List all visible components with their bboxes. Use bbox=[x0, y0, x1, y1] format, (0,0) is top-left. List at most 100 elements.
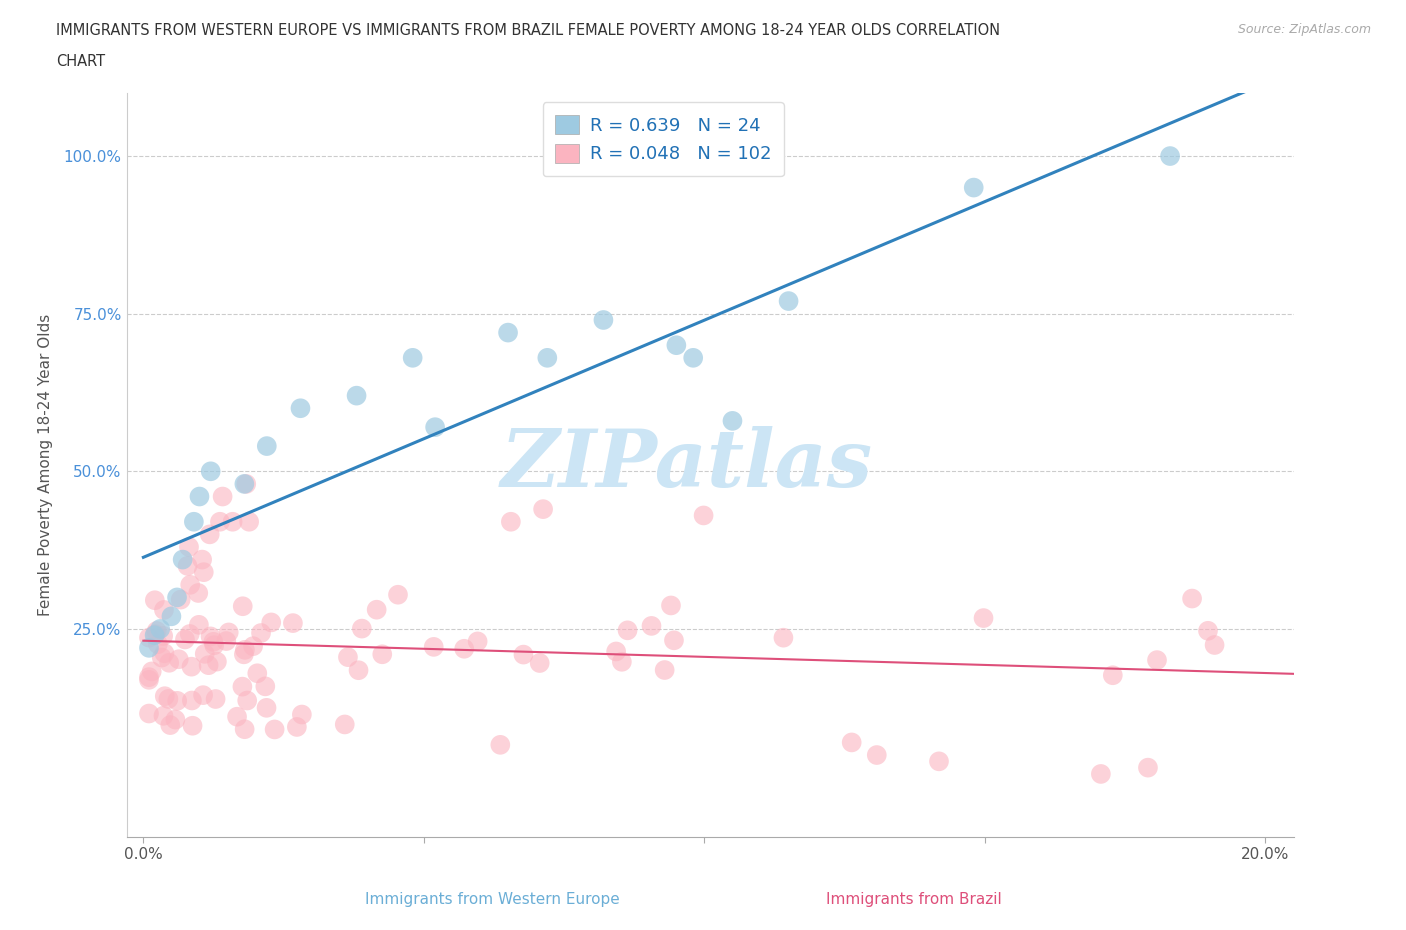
Point bbox=[371, 647, 394, 662]
Point bbox=[138, 631, 160, 645]
Point bbox=[191, 552, 214, 567]
Point bbox=[659, 598, 682, 613]
Point bbox=[181, 718, 204, 733]
Point bbox=[166, 590, 188, 604]
Point bbox=[1146, 653, 1168, 668]
Point bbox=[489, 737, 512, 752]
Point bbox=[453, 642, 475, 657]
Point bbox=[866, 748, 889, 763]
Point bbox=[236, 693, 259, 708]
Point bbox=[682, 351, 704, 365]
Point bbox=[422, 640, 444, 655]
Point bbox=[662, 633, 685, 648]
Point bbox=[1136, 760, 1159, 775]
Point bbox=[167, 652, 190, 667]
Point bbox=[204, 692, 226, 707]
Point bbox=[160, 609, 183, 624]
Point bbox=[592, 312, 614, 327]
Point bbox=[423, 419, 446, 434]
Point bbox=[1159, 149, 1181, 164]
Text: IMMIGRANTS FROM WESTERN EUROPE VS IMMIGRANTS FROM BRAZIL FEMALE POVERTY AMONG 18: IMMIGRANTS FROM WESTERN EUROPE VS IMMIGR… bbox=[56, 23, 1000, 38]
Text: Immigrants from Western Europe: Immigrants from Western Europe bbox=[364, 892, 620, 907]
Point bbox=[157, 656, 180, 671]
Point bbox=[387, 587, 409, 602]
Point bbox=[153, 689, 176, 704]
Point bbox=[250, 626, 273, 641]
Point bbox=[180, 693, 202, 708]
Legend: R = 0.639   N = 24, R = 0.048   N = 102: R = 0.639 N = 24, R = 0.048 N = 102 bbox=[543, 102, 785, 176]
Point bbox=[166, 694, 188, 709]
Point bbox=[402, 351, 425, 365]
Point bbox=[143, 628, 166, 643]
Point bbox=[138, 706, 160, 721]
Point bbox=[512, 647, 534, 662]
Point bbox=[496, 326, 519, 340]
Point bbox=[529, 656, 551, 671]
Point bbox=[179, 627, 201, 642]
Point bbox=[138, 672, 160, 687]
Point bbox=[226, 710, 249, 724]
Point bbox=[346, 388, 368, 403]
Point bbox=[205, 654, 228, 669]
Point bbox=[238, 514, 260, 529]
Point bbox=[531, 501, 554, 516]
Point bbox=[233, 643, 256, 658]
Point bbox=[187, 586, 209, 601]
Point bbox=[1101, 668, 1123, 683]
Point bbox=[692, 508, 714, 523]
Point bbox=[233, 476, 256, 491]
Point bbox=[177, 539, 200, 554]
Point bbox=[1204, 638, 1226, 653]
Point bbox=[202, 638, 225, 653]
Point bbox=[152, 629, 174, 644]
Point bbox=[499, 514, 522, 529]
Point bbox=[366, 603, 388, 618]
Point bbox=[285, 720, 308, 735]
Point bbox=[221, 514, 243, 529]
Point bbox=[176, 558, 198, 573]
Point bbox=[208, 514, 231, 529]
Point bbox=[256, 700, 278, 715]
Point bbox=[179, 578, 201, 592]
Point bbox=[149, 621, 172, 636]
Point bbox=[536, 351, 558, 365]
Point bbox=[172, 552, 194, 567]
Point bbox=[841, 735, 863, 750]
Point bbox=[605, 644, 627, 658]
Point bbox=[260, 615, 283, 630]
Point bbox=[170, 592, 193, 607]
Point bbox=[336, 650, 359, 665]
Text: Immigrants from Brazil: Immigrants from Brazil bbox=[827, 892, 1001, 907]
Point bbox=[143, 592, 166, 607]
Point bbox=[246, 666, 269, 681]
Point bbox=[616, 623, 638, 638]
Point bbox=[290, 401, 312, 416]
Point bbox=[150, 650, 173, 665]
Point bbox=[233, 722, 256, 737]
Point bbox=[242, 639, 264, 654]
Point bbox=[153, 645, 176, 660]
Point bbox=[200, 464, 222, 479]
Point bbox=[654, 662, 676, 677]
Y-axis label: Female Poverty Among 18-24 Year Olds: Female Poverty Among 18-24 Year Olds bbox=[38, 314, 52, 617]
Point bbox=[143, 627, 166, 642]
Point bbox=[281, 616, 304, 631]
Point bbox=[197, 658, 219, 672]
Point bbox=[174, 632, 197, 647]
Point bbox=[231, 679, 253, 694]
Point bbox=[721, 414, 744, 429]
Point bbox=[215, 633, 238, 648]
Point bbox=[141, 664, 163, 679]
Point bbox=[188, 489, 211, 504]
Point bbox=[218, 625, 240, 640]
Point bbox=[194, 646, 217, 661]
Point bbox=[232, 647, 254, 662]
Point bbox=[928, 754, 950, 769]
Point bbox=[191, 687, 214, 702]
Point bbox=[180, 659, 202, 674]
Point bbox=[138, 670, 160, 684]
Point bbox=[1197, 623, 1219, 638]
Point bbox=[640, 618, 662, 633]
Point bbox=[772, 631, 794, 645]
Point bbox=[235, 476, 257, 491]
